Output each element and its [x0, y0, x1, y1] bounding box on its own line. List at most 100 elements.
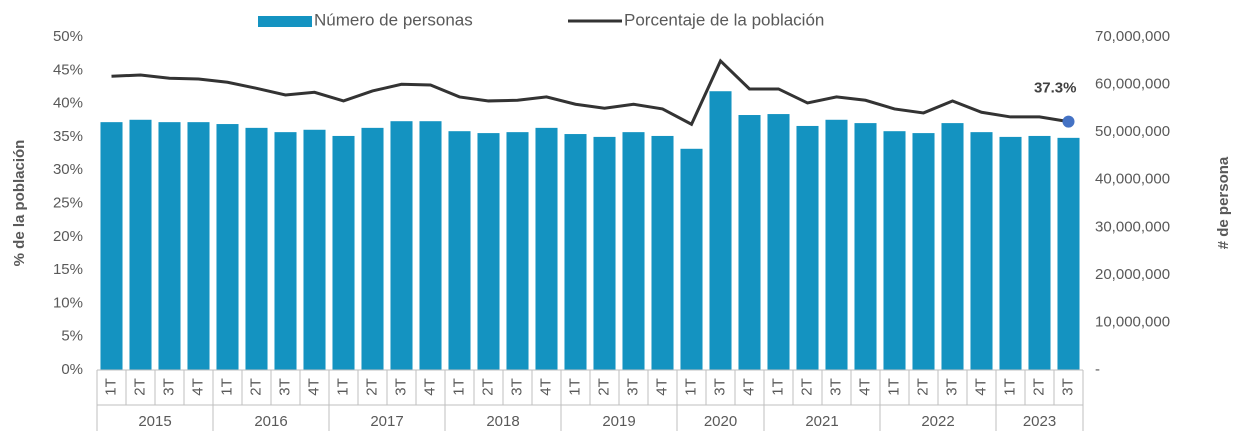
- bar: [767, 114, 790, 371]
- group-label: 2017: [370, 413, 403, 430]
- group-label: 2015: [138, 413, 171, 430]
- x-tick-label: 4T: [537, 378, 554, 396]
- bar: [245, 127, 268, 371]
- legend-label: Porcentaje de la población: [624, 10, 824, 29]
- x-tick-label: 1T: [102, 378, 119, 396]
- y-axis-label: % de la población: [11, 140, 28, 267]
- bar: [274, 132, 297, 370]
- group-label: 2023: [1023, 413, 1056, 430]
- y2-tick-label: 30,000,000: [1095, 218, 1170, 235]
- y-tick-label: 45%: [53, 61, 83, 78]
- bar: [100, 122, 123, 370]
- x-tick-label: 2T: [247, 378, 264, 396]
- bar: [303, 129, 326, 370]
- bar: [912, 133, 935, 370]
- y2-tick-label: 70,000,000: [1095, 28, 1170, 45]
- bar: [970, 132, 993, 370]
- legend-swatch: [258, 16, 312, 27]
- group-label: 2021: [805, 413, 838, 430]
- bar: [796, 125, 819, 370]
- x-tick-label: 2T: [1030, 378, 1047, 396]
- x-tick-label: 3T: [392, 378, 409, 396]
- bar: [506, 132, 529, 370]
- bar: [999, 136, 1022, 370]
- x-tick-label: 3T: [711, 378, 728, 396]
- x-tick-label: 4T: [653, 378, 670, 396]
- bar: [680, 148, 703, 370]
- bar: [622, 132, 645, 370]
- x-tick-label: 1T: [450, 378, 467, 396]
- bar: [941, 123, 964, 371]
- x-tick-label: 2T: [363, 378, 380, 396]
- x-tick-label: 4T: [189, 378, 206, 396]
- y2-axis-label: # de persona: [1215, 156, 1232, 249]
- bar: [825, 119, 848, 370]
- y2-tick-label: 50,000,000: [1095, 123, 1170, 140]
- x-tick-label: 2T: [595, 378, 612, 396]
- bar: [738, 115, 761, 370]
- x-tick-label: 2T: [798, 378, 815, 396]
- x-tick-label: 3T: [624, 378, 641, 396]
- x-tick-label: 1T: [218, 378, 235, 396]
- bar: [361, 127, 384, 371]
- x-tick-label: 4T: [740, 378, 757, 396]
- x-tick-label: 1T: [682, 378, 699, 396]
- group-label: 2020: [704, 413, 737, 430]
- y-tick-label: 30%: [53, 161, 83, 178]
- bar: [448, 131, 471, 370]
- x-tick-label: 1T: [769, 378, 786, 396]
- x-tick-label: 1T: [566, 378, 583, 396]
- x-tick-label: 2T: [131, 378, 148, 396]
- y-tick-label: 50%: [53, 28, 83, 45]
- y-tick-label: 15%: [53, 261, 83, 278]
- group-label: 2019: [602, 413, 635, 430]
- bar: [651, 135, 674, 370]
- group-label: 2016: [254, 413, 287, 430]
- x-tick-label: 3T: [276, 378, 293, 396]
- x-tick-label: 3T: [160, 378, 177, 396]
- bar: [535, 127, 558, 371]
- group-label: 2022: [921, 413, 954, 430]
- x-tick-label: 4T: [972, 378, 989, 396]
- line: [111, 58, 1069, 127]
- bar: [419, 121, 442, 370]
- y-tick-label: 20%: [53, 228, 83, 245]
- y2-tick-label: 40,000,000: [1095, 171, 1170, 188]
- y-tick-label: 0%: [61, 361, 83, 378]
- group-label: 2018: [486, 413, 519, 430]
- x-tick-label: 4T: [856, 378, 873, 396]
- x-tick-label: 3T: [508, 378, 525, 396]
- bar: [332, 135, 355, 370]
- bar: [129, 119, 152, 370]
- legend-label: Número de personas: [314, 10, 473, 29]
- bar: [854, 123, 877, 371]
- y2-tick-label: 20,000,000: [1095, 266, 1170, 283]
- y-tick-label: 25%: [53, 194, 83, 211]
- bar: [187, 122, 210, 370]
- bar: [883, 131, 906, 370]
- bar: [564, 134, 587, 370]
- bar: [1057, 137, 1080, 370]
- point-marker: [1062, 115, 1075, 128]
- x-tick-label: 2T: [479, 378, 496, 396]
- bar: [1028, 135, 1051, 370]
- y-tick-label: 10%: [53, 294, 83, 311]
- data-label: 37.3%: [1034, 80, 1077, 97]
- bar: [477, 133, 500, 370]
- y-tick-label: 40%: [53, 95, 83, 112]
- bar: [158, 122, 181, 370]
- x-tick-label: 4T: [305, 378, 322, 396]
- y2-tick-label: 60,000,000: [1095, 76, 1170, 93]
- x-tick-label: 1T: [885, 378, 902, 396]
- y-tick-label: 35%: [53, 128, 83, 145]
- x-tick-label: 1T: [334, 378, 351, 396]
- x-tick-label: 3T: [943, 378, 960, 396]
- y-tick-label: 5%: [61, 328, 83, 345]
- x-tick-label: 2T: [914, 378, 931, 396]
- x-tick-label: 3T: [827, 378, 844, 396]
- x-tick-label: 1T: [1001, 378, 1018, 396]
- bar: [216, 124, 239, 370]
- x-tick-label: 4T: [421, 378, 438, 396]
- bar: [390, 121, 413, 370]
